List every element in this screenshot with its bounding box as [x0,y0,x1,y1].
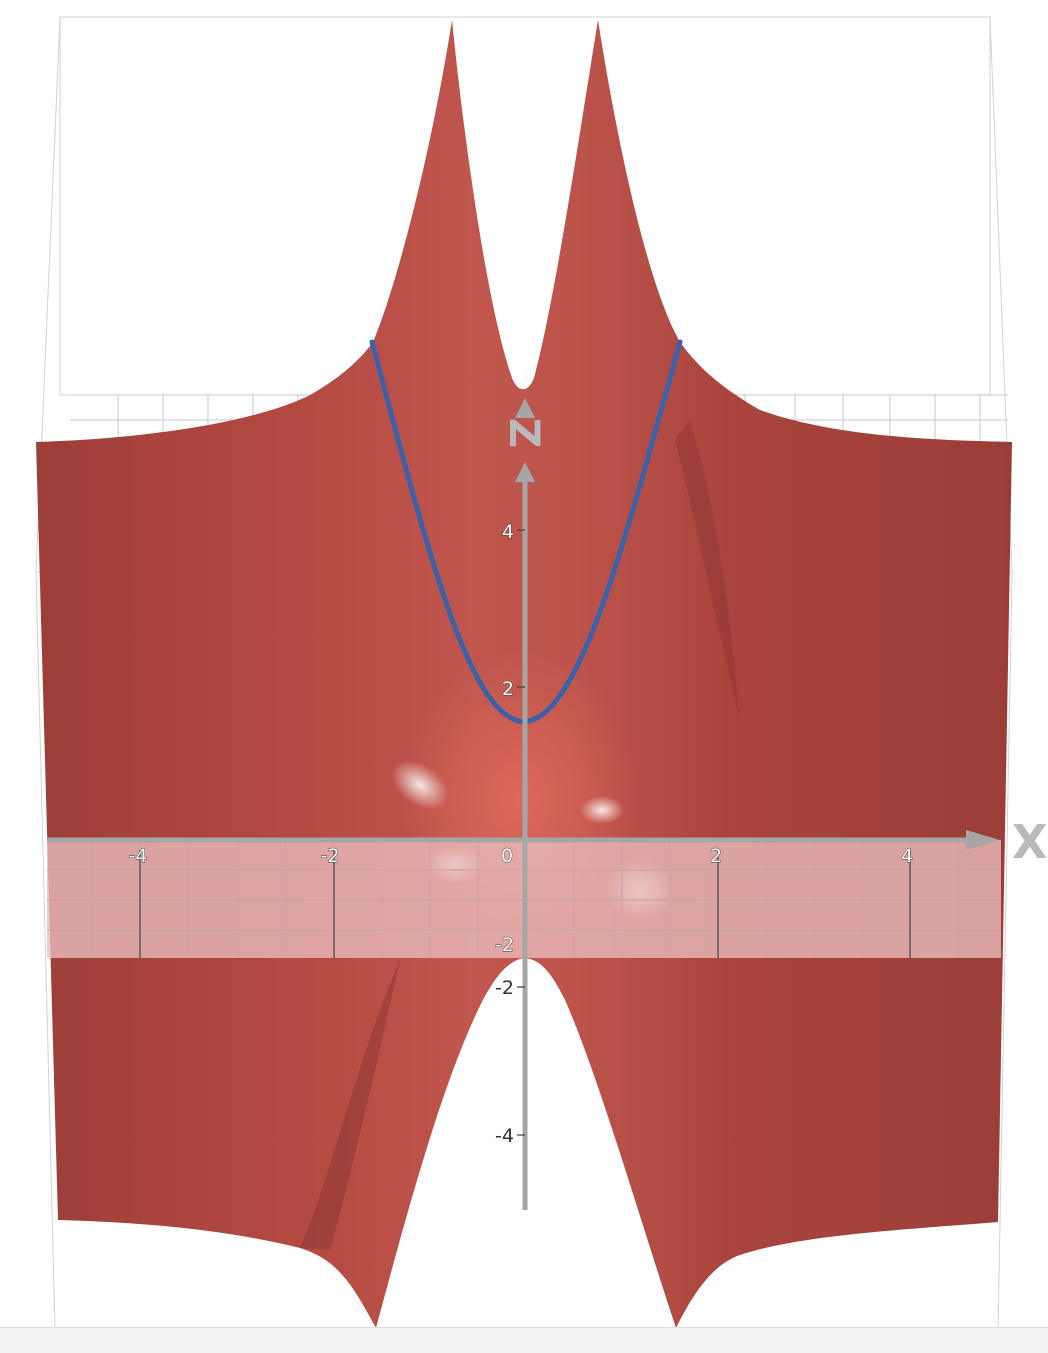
z-tick-label: -2 [495,977,514,999]
z-tick-label: -4 [495,1125,514,1147]
z-tick-label: 4 [502,521,514,543]
x-tick-label: -4 [129,845,148,867]
z-tick-label: 2 [502,678,514,700]
x-tick-labels: -4 -2 0 2 4 [128,845,913,868]
z-axis-label: Z [500,418,549,448]
x-tick-label: 0 [501,845,513,867]
z-tick-labels: 4 2 -2 -4 -2 [495,521,515,1147]
x-axis [47,830,1000,850]
z-axis [515,398,535,1210]
x-tick-label: -2 [321,845,340,867]
x-tick-label: 4 [901,845,913,867]
x-axis-label: X [1012,815,1047,869]
plane-tick-label: -2 [495,934,514,956]
bottom-edge-bar [0,1327,1048,1353]
x-tick-label: 2 [710,845,722,867]
